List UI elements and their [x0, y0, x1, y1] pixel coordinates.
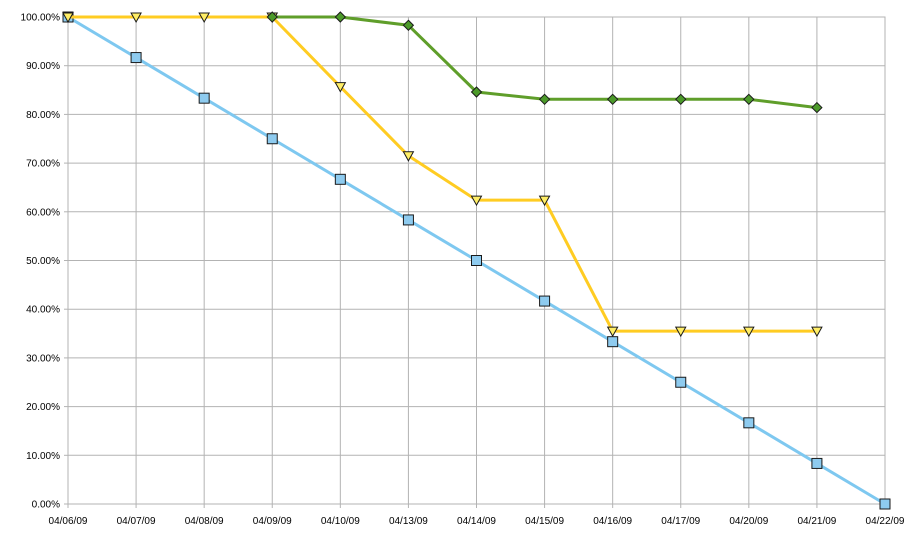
- triangle-marker: [334, 82, 347, 93]
- diamond-marker: [334, 11, 347, 23]
- triangle-marker: [62, 12, 74, 24]
- y-tick-label: 90.00%: [26, 61, 60, 72]
- x-tick-label: 04/06/09: [49, 516, 88, 527]
- square-marker: [743, 417, 755, 429]
- square-marker: [471, 255, 482, 266]
- x-tick-label: 04/17/09: [661, 516, 700, 527]
- x-tick-label: 04/22/09: [866, 516, 905, 527]
- diamond-marker: [606, 93, 619, 106]
- triangle-marker: [606, 326, 619, 338]
- diamond-marker: [811, 101, 823, 114]
- triangle-marker: [742, 326, 755, 338]
- plot-area-frame: [67, 16, 886, 505]
- square-marker: [266, 133, 278, 145]
- axes: [64, 16, 886, 508]
- x-tick-labels: 04/06/09 04/07/09 04/08/09 04/09/09 04/10/09…: [49, 516, 905, 527]
- y-tick-label: 10.00%: [26, 451, 60, 462]
- series-lines: [62, 11, 891, 510]
- series-2: [62, 12, 823, 338]
- y-tick-label: 100.00%: [21, 13, 61, 24]
- square-marker: [879, 498, 891, 510]
- x-tick-label: 04/10/09: [321, 516, 360, 527]
- diamond-marker: [538, 93, 551, 106]
- x-tick-label: 04/20/09: [729, 516, 768, 527]
- square-marker: [334, 173, 346, 185]
- y-tick-labels: 0.00% 10.00% 20.00% 30.00% 40.00% 50.00% 60.00…: [21, 13, 61, 511]
- x-tick-label: 04/16/09: [593, 516, 632, 527]
- series-2-line: [68, 15, 817, 333]
- x-tick-label: 04/14/09: [457, 516, 496, 527]
- x-tick-label: 04/21/09: [797, 516, 836, 527]
- diamond-marker: [402, 19, 415, 31]
- y-tick-label: 80.00%: [26, 110, 60, 121]
- diamond-marker: [470, 86, 483, 98]
- square-marker: [402, 214, 414, 226]
- square-marker: [675, 376, 687, 388]
- x-tick-label: 04/08/09: [185, 516, 224, 527]
- y-tick-label: 60.00%: [26, 207, 60, 218]
- triangle-marker: [538, 195, 551, 207]
- y-tick-label: 30.00%: [26, 353, 60, 364]
- square-marker: [539, 295, 551, 307]
- x-tick-label: 04/07/09: [117, 516, 156, 527]
- y-tick-label: 50.00%: [26, 256, 60, 267]
- triangle-marker: [130, 12, 142, 24]
- diamond-marker: [743, 93, 755, 106]
- series-3: [266, 11, 823, 114]
- triangle-marker: [674, 326, 687, 338]
- square-marker: [607, 336, 619, 348]
- y-tick-label: 20.00%: [26, 402, 60, 413]
- square-marker: [811, 457, 823, 469]
- x-tick-label: 04/09/09: [253, 516, 292, 527]
- y-tick-label: 70.00%: [26, 159, 60, 170]
- y-tick-label: 0.00%: [32, 500, 60, 511]
- square-marker: [130, 52, 142, 64]
- x-tick-label: 04/13/09: [389, 516, 428, 527]
- x-tick-label: 04/15/09: [525, 516, 564, 527]
- square-marker: [198, 92, 210, 104]
- triangle-marker: [811, 326, 823, 338]
- triangle-marker: [402, 151, 415, 162]
- y-tick-label: 40.00%: [26, 305, 60, 316]
- diamond-marker: [675, 93, 687, 106]
- triangle-marker: [198, 12, 211, 24]
- diamond-marker: [266, 11, 278, 23]
- triangle-marker: [470, 195, 483, 207]
